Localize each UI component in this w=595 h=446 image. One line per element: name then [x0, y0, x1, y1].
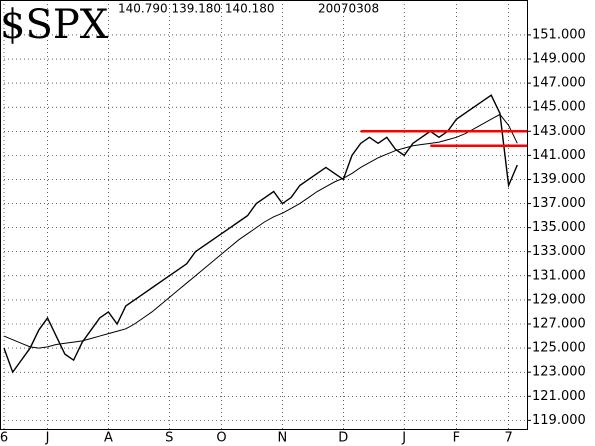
x-tick-label: N: [278, 431, 288, 446]
x-tick-label: O: [216, 431, 226, 446]
y-tick-label: 143.000: [532, 124, 586, 139]
y-tick-label: 123.000: [532, 365, 586, 380]
x-tick-label: D: [338, 431, 348, 446]
y-tick-label: 149.000: [532, 52, 586, 67]
y-tick-label: 121.000: [532, 389, 586, 404]
x-tick-label: 7: [504, 431, 512, 446]
y-tick-label: 127.000: [532, 317, 586, 332]
moving-average: [3, 113, 518, 349]
chart-title: $SPX: [0, 2, 109, 48]
y-tick-label: 145.000: [532, 100, 586, 115]
y-tick-label: 131.000: [532, 268, 586, 283]
y-tick-label: 135.000: [532, 220, 586, 235]
quote: 140.790 139.180 140.180: [118, 2, 275, 16]
y-tick-label: 129.000: [532, 292, 586, 307]
y-tick-label: 151.000: [532, 27, 586, 42]
y-tick-label: 119.000: [532, 413, 586, 428]
date: 20070308: [318, 2, 379, 16]
y-tick-label: 137.000: [532, 196, 586, 211]
y-tick-label: 133.000: [532, 244, 586, 259]
x-tick-label: A: [104, 431, 113, 446]
y-tick-label: 125.000: [532, 341, 586, 356]
x-tick-label: F: [453, 431, 460, 446]
x-tick-label: J: [45, 431, 50, 446]
y-tick-label: 147.000: [532, 76, 586, 91]
y-tick-label: 141.000: [532, 148, 586, 163]
price-line: [3, 94, 518, 374]
x-tick-label: S: [165, 431, 173, 446]
plot-frame: [0, 0, 528, 430]
x-tick-label: J: [401, 431, 406, 446]
y-tick-label: 139.000: [532, 172, 586, 187]
x-tick-label: 6: [0, 431, 8, 446]
